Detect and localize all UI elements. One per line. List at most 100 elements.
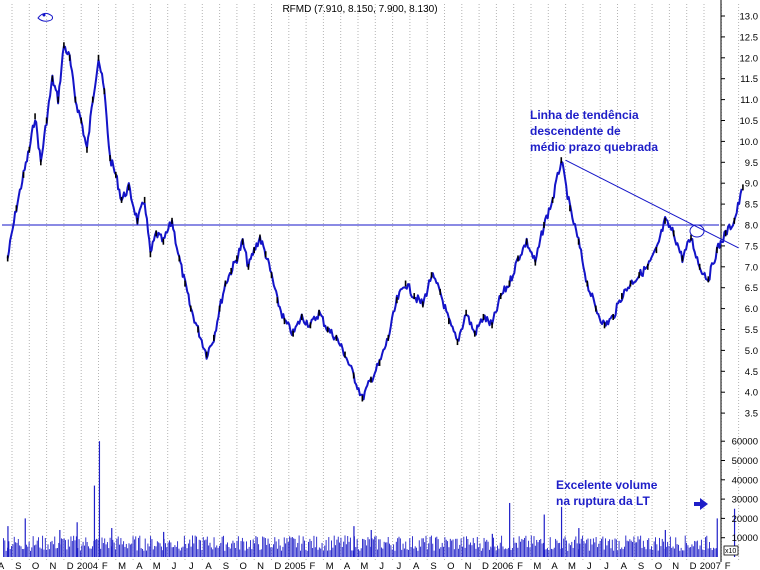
price-tick-label: 12.5 (740, 32, 759, 43)
volume-bar (634, 542, 636, 557)
volume-bar (143, 550, 145, 557)
volume-bar (426, 549, 428, 557)
volume-bar (470, 542, 471, 557)
volume-bar (397, 538, 399, 557)
volume-bar (297, 542, 299, 557)
volume-bar (505, 548, 507, 557)
volume-bar (555, 538, 557, 557)
volume-bar (676, 544, 678, 557)
volume-bar (40, 548, 42, 557)
volume-bar (610, 548, 612, 557)
price-tick-label: 10.5 (740, 116, 759, 127)
volume-bar (247, 548, 249, 557)
volume-bar (640, 535, 642, 557)
volume-tick-label: 30000 (732, 495, 758, 506)
volume-bar (439, 548, 440, 557)
price-bar (690, 234, 692, 241)
volume-bar (200, 540, 201, 557)
volume-bar (101, 537, 103, 557)
volume-bar (448, 547, 450, 557)
volume-bar (333, 535, 335, 557)
volume-bar (622, 549, 624, 557)
volume-bar (691, 544, 693, 557)
volume-bar (174, 545, 176, 557)
month-tick-label: F (725, 561, 731, 570)
volume-scale-box (723, 545, 739, 556)
volume-bar (421, 538, 423, 557)
price-bar (543, 222, 545, 228)
volume-bar (440, 547, 442, 557)
price-bar (213, 334, 215, 341)
volume-bar (618, 540, 620, 557)
volume-bar (109, 537, 111, 557)
price-bar (149, 251, 152, 258)
volume-bar (239, 549, 241, 557)
month-tick-label: M (153, 561, 161, 570)
price-bar (57, 96, 59, 103)
volume-spike (59, 529, 61, 557)
volume-bar (347, 536, 349, 557)
volume-bar (252, 539, 254, 557)
volume-bar (406, 549, 408, 557)
price-bar (63, 42, 65, 49)
volume-bar (391, 549, 393, 557)
volume-bar (227, 542, 228, 557)
month-tick-label: N (49, 561, 56, 570)
price-bar (97, 54, 100, 61)
volume-bar (57, 548, 58, 557)
trendline-note-line-1: Linha de tendência (530, 108, 639, 122)
volume-bar (703, 550, 705, 557)
volume-bar (181, 547, 183, 557)
volume-bar (706, 535, 708, 557)
volume-bar (385, 542, 386, 557)
volume-bar (275, 541, 277, 557)
volume-bar (85, 537, 87, 557)
volume-bar (543, 542, 544, 557)
volume-spike (664, 529, 666, 557)
month-tick-label: D (690, 561, 697, 570)
volume-bar (185, 544, 187, 557)
volume-bar (629, 539, 631, 557)
volume-bar (187, 543, 189, 557)
volume-bar (494, 546, 496, 557)
price-bar (264, 251, 267, 258)
volume-bar (626, 540, 628, 557)
volume-bar (536, 539, 538, 557)
month-tick-label: J (587, 561, 592, 570)
volume-bar (132, 536, 134, 557)
volume-bar (144, 538, 146, 557)
volume-bar (530, 535, 532, 557)
volume-bar (210, 547, 212, 557)
price-bar (91, 96, 94, 103)
volume-bar (196, 536, 197, 557)
volume-bar (709, 542, 710, 557)
volume-bar (349, 537, 351, 557)
volume-bar (81, 545, 83, 557)
volume-bar (19, 545, 21, 557)
volume-bar (707, 548, 709, 557)
month-tick-label: S (638, 561, 644, 570)
volume-bar (36, 540, 38, 557)
volume-bar (289, 536, 291, 557)
volume-bar (314, 547, 316, 557)
volume-bar (97, 539, 99, 557)
volume-bar (308, 541, 309, 557)
volume-bar (598, 543, 600, 557)
volume-bar (327, 550, 328, 557)
trend-line (565, 159, 739, 249)
volume-bar (425, 535, 427, 557)
volume-tick-label: 20000 (732, 514, 758, 525)
volume-bar (214, 547, 216, 557)
volume-bar (511, 548, 513, 557)
volume-bar (632, 541, 633, 557)
volume-bar (713, 547, 714, 557)
volume-bar (162, 550, 164, 557)
price-line (6, 45, 743, 401)
volume-bar (521, 538, 523, 557)
volume-bar (55, 548, 57, 557)
volume-bar (497, 545, 498, 557)
volume-bar (266, 544, 268, 557)
volume-bar (20, 546, 22, 557)
volume-bar (155, 546, 157, 557)
volume-bar (279, 545, 281, 557)
